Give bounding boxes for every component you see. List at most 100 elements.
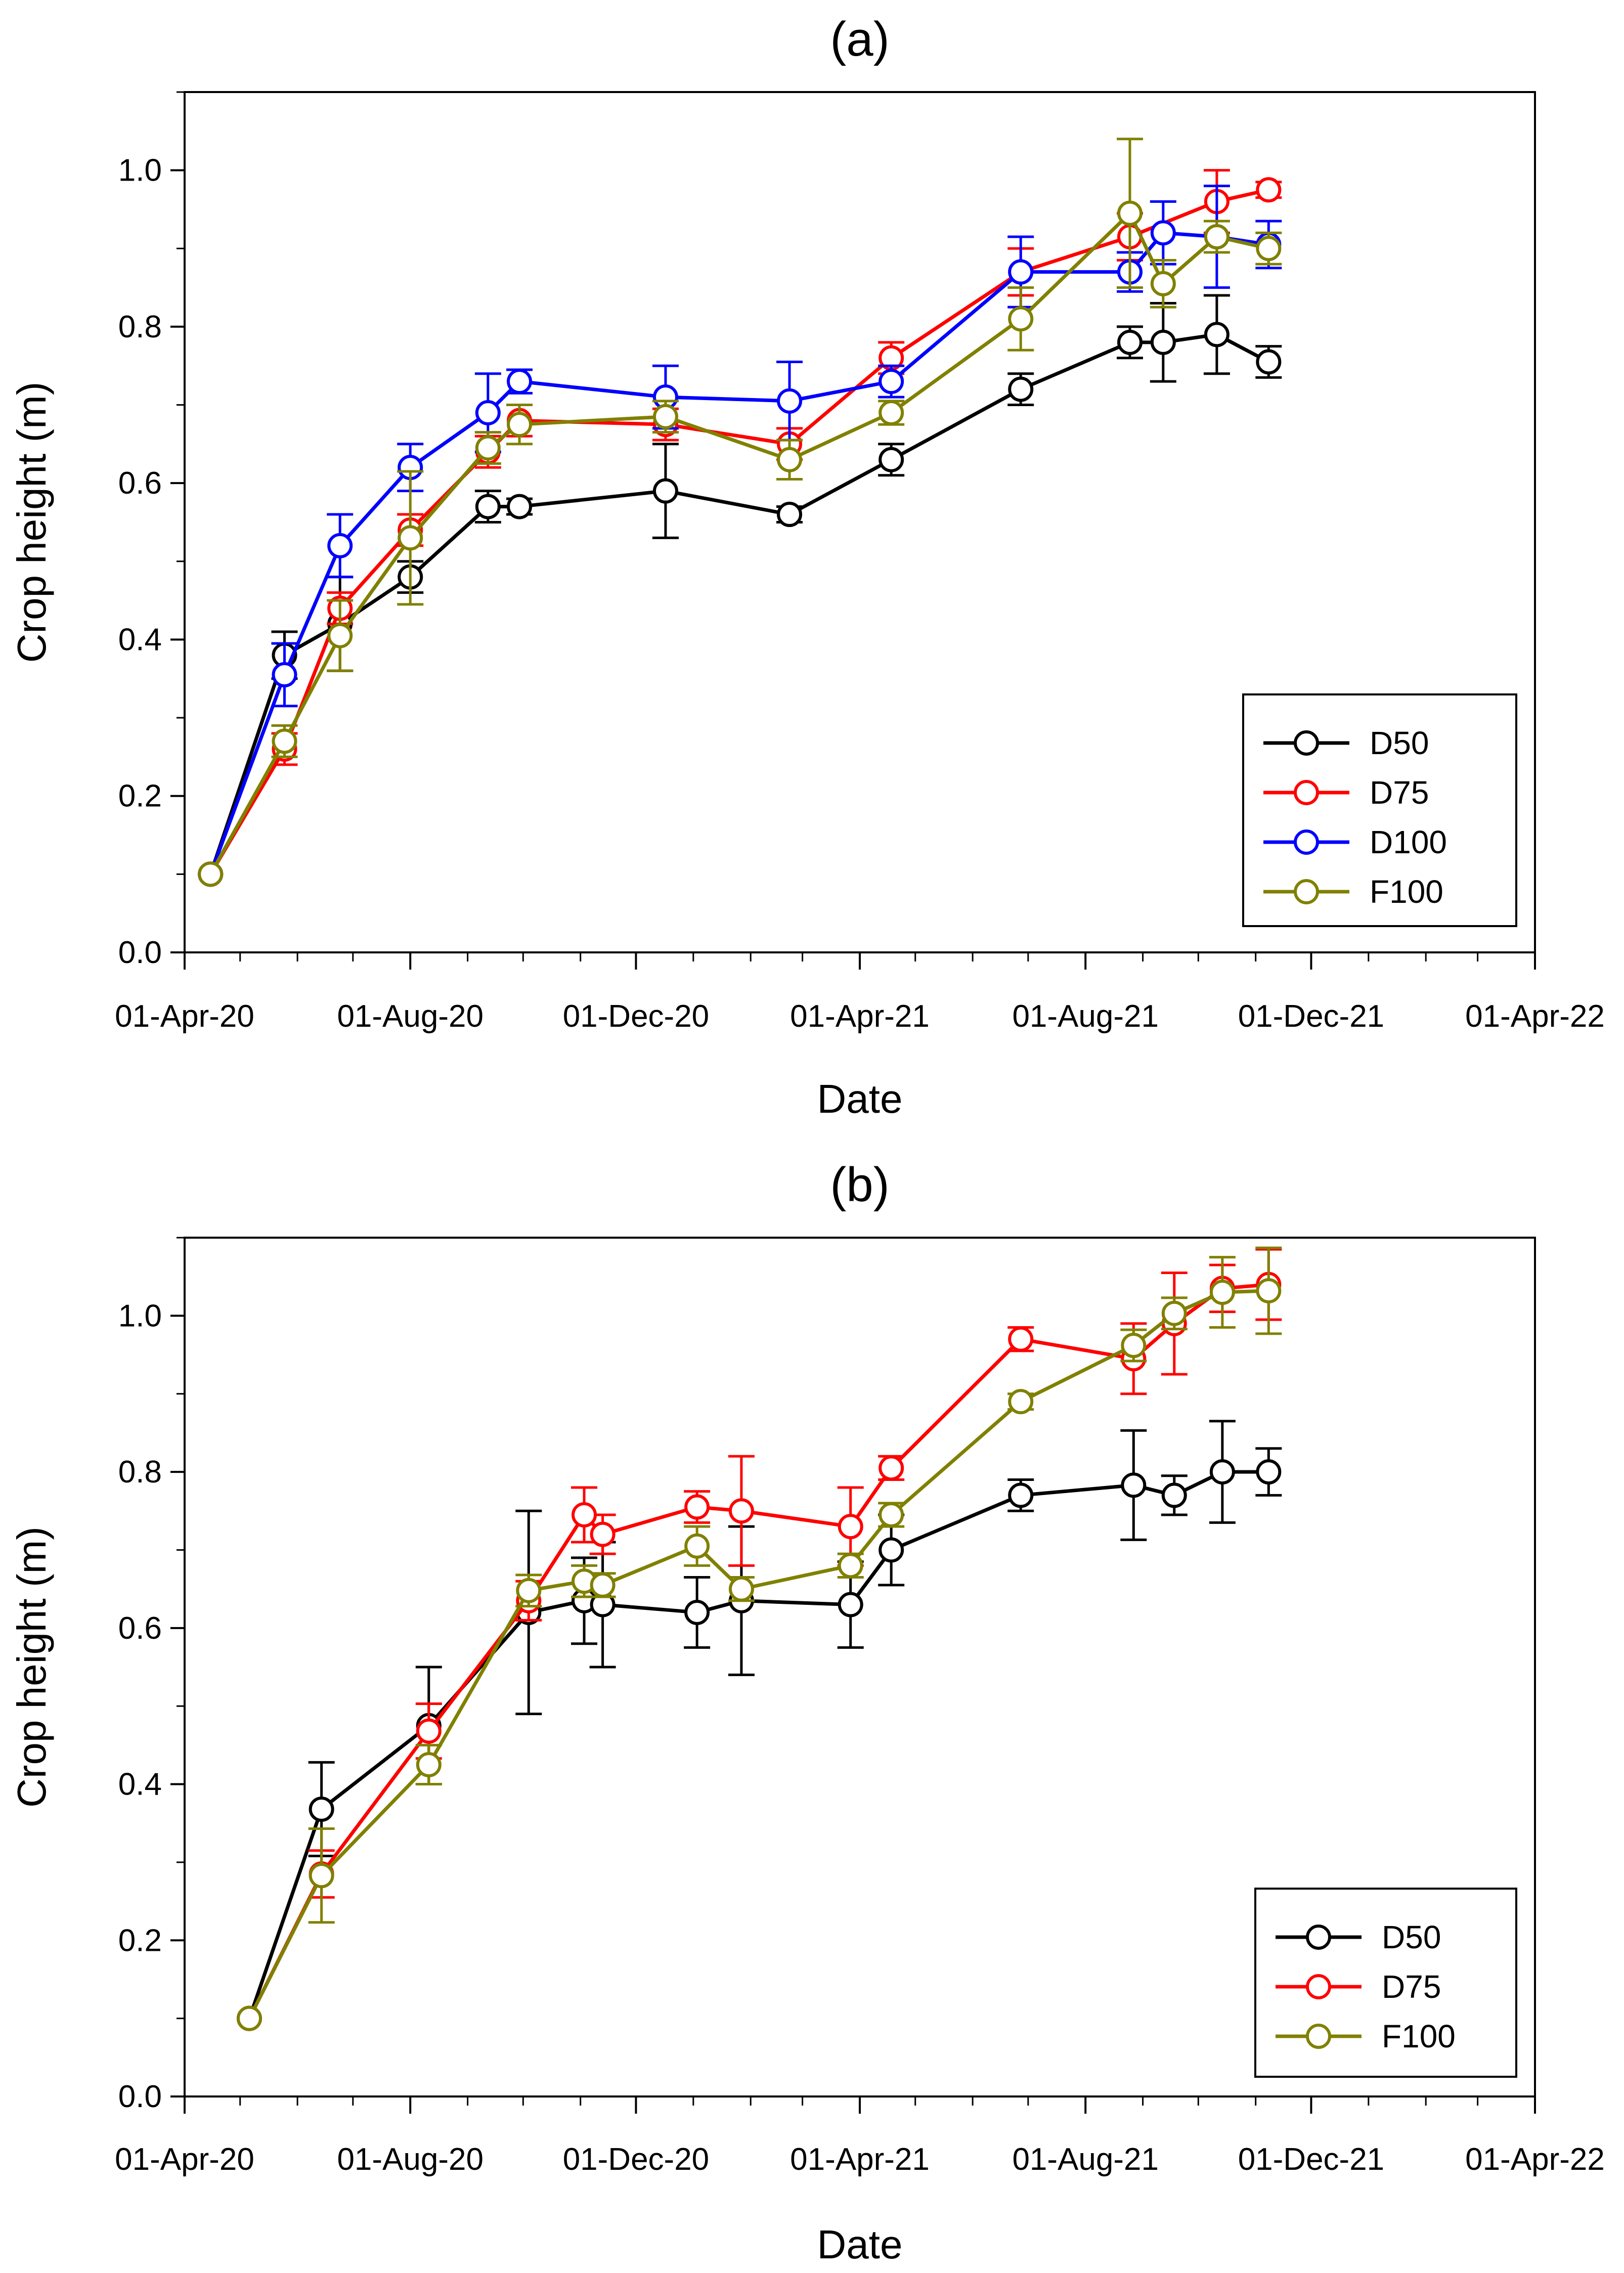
y-tick-label: 0.4 — [118, 1767, 162, 1802]
x-axis-label: Date — [817, 2222, 903, 2267]
x-tick-label: 01-Aug-21 — [1012, 2142, 1159, 2177]
x-tick-label: 01-Dec-21 — [1238, 999, 1384, 1034]
data-point — [475, 400, 501, 426]
legend-swatch-marker — [1306, 2024, 1331, 2049]
data-point — [198, 861, 224, 887]
legend-label: D50 — [1370, 725, 1429, 761]
x-tick-label: 01-Apr-20 — [115, 2142, 254, 2177]
y-tick-label: 0.2 — [118, 1923, 162, 1958]
data-point — [272, 662, 297, 688]
x-tick-label: 01-Apr-21 — [790, 2142, 930, 2177]
data-point — [728, 1498, 754, 1524]
series-f100 — [198, 138, 1282, 887]
data-point — [728, 1576, 754, 1602]
series-d50 — [198, 294, 1282, 887]
legend-label: D75 — [1382, 1969, 1441, 2005]
y-tick-label: 0.8 — [118, 1455, 162, 1490]
legend-swatch-marker — [1294, 829, 1319, 855]
y-tick-label: 0.6 — [118, 1611, 162, 1646]
data-point — [1008, 376, 1034, 402]
x-tick-label: 01-Aug-20 — [337, 2142, 484, 2177]
data-point — [1121, 1472, 1147, 1498]
data-point — [1256, 349, 1282, 375]
legend-label: D50 — [1382, 1919, 1441, 1955]
y-tick-label: 0.4 — [118, 622, 162, 657]
series-line — [208, 231, 1269, 875]
data-point — [879, 1537, 904, 1563]
legend-swatch-marker — [1306, 1925, 1331, 1950]
legend-swatch-marker — [1294, 879, 1319, 904]
legend: D50 D75 D100 F100 — [1242, 693, 1517, 927]
series-f100 — [237, 1246, 1282, 2031]
chart-panel-a: (a) 0.0 0.2 0.4 0.6 0.8 1.0 01-Apr-20 01-Aug-20 0… — [9, 12, 1605, 1121]
x-tick-label: 01-Dec-21 — [1238, 2142, 1384, 2177]
data-point — [684, 1494, 710, 1520]
data-point — [1121, 1333, 1147, 1359]
chart-panel-b: (b) 0.0 0.2 0.4 0.6 0.8 1.0 01-Apr-20 01-Aug-20 0… — [9, 1158, 1605, 2267]
x-tick-label: 01-Aug-21 — [1012, 999, 1159, 1034]
legend-label: F100 — [1382, 2018, 1456, 2055]
legend-box — [1242, 693, 1517, 927]
data-point — [416, 1752, 442, 1777]
y-tick-label: 0.6 — [118, 466, 162, 501]
legend-swatch-marker — [1294, 730, 1319, 756]
series-line — [208, 332, 1269, 875]
x-axis-label: Date — [817, 1076, 903, 1121]
data-point — [879, 1455, 904, 1481]
legend-label: D100 — [1370, 824, 1447, 860]
data-point — [507, 412, 533, 438]
data-point — [507, 494, 533, 519]
data-point — [327, 533, 353, 558]
data-point — [572, 1502, 597, 1527]
data-point — [309, 1863, 334, 1889]
data-point — [1204, 322, 1230, 347]
x-tick-label: 01-Apr-20 — [115, 999, 254, 1034]
data-point — [1008, 1482, 1034, 1508]
y-tick-label: 1.0 — [118, 1298, 162, 1333]
data-point — [652, 404, 678, 429]
y-axis-label: Crop height (m) — [9, 382, 54, 663]
data-point — [1150, 329, 1176, 355]
legend-label: F100 — [1370, 873, 1443, 910]
data-point — [879, 400, 904, 426]
data-point — [652, 478, 678, 504]
data-point — [516, 1578, 542, 1603]
data-point — [1008, 306, 1034, 332]
data-point — [879, 1502, 904, 1527]
chart-title: (a) — [830, 12, 889, 66]
data-point — [879, 447, 904, 472]
data-point — [1008, 259, 1034, 285]
data-point — [272, 728, 297, 754]
data-point — [1161, 1482, 1187, 1508]
y-tick-label: 1.0 — [118, 153, 162, 188]
data-point — [1150, 271, 1176, 296]
data-point — [1256, 177, 1282, 203]
data-point — [684, 1599, 710, 1625]
y-tick-label: 0.8 — [118, 310, 162, 344]
data-point — [1117, 200, 1143, 226]
data-point — [1209, 1459, 1235, 1485]
data-point — [309, 1796, 334, 1822]
legend-label: D75 — [1370, 774, 1429, 811]
data-point — [237, 2005, 262, 2031]
x-tick-label: 01-Aug-20 — [337, 999, 484, 1034]
x-tick-label: 01-Apr-22 — [1465, 999, 1605, 1034]
data-point — [1256, 236, 1282, 261]
chart-title: (b) — [830, 1158, 889, 1212]
series-d100 — [198, 185, 1282, 887]
data-point — [590, 1572, 616, 1598]
data-point — [838, 1514, 863, 1540]
data-point — [777, 447, 803, 472]
y-tick-label: 0.2 — [118, 779, 162, 814]
x-tick-label: 01-Dec-20 — [563, 2142, 709, 2177]
data-point — [475, 494, 501, 519]
x-tick-label: 01-Apr-21 — [790, 999, 930, 1034]
data-point — [1204, 224, 1230, 250]
data-point — [1256, 1278, 1282, 1303]
data-point — [1008, 1326, 1034, 1352]
data-point — [590, 1521, 616, 1547]
legend-swatch-marker — [1306, 1974, 1331, 1999]
data-point — [838, 1592, 863, 1618]
data-point — [1150, 220, 1176, 246]
